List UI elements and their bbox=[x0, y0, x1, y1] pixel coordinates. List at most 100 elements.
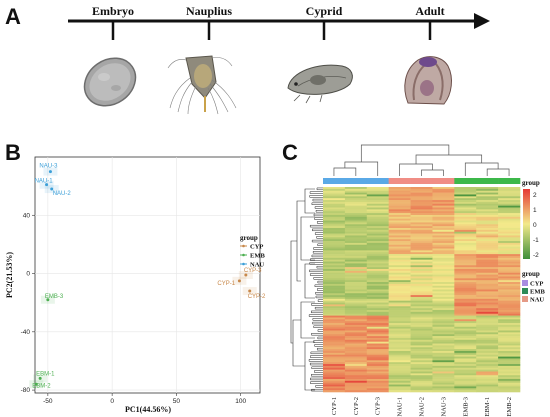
heatmap-cell bbox=[344, 263, 368, 266]
heatmap-cell bbox=[454, 358, 477, 361]
heatmap-cell bbox=[410, 235, 433, 238]
panel-letter-b: B bbox=[5, 140, 21, 165]
pca-legend-title: group bbox=[240, 234, 258, 242]
heatmap-cell bbox=[323, 196, 346, 199]
heatmap-cell bbox=[344, 214, 368, 218]
heatmap-cell bbox=[432, 360, 455, 363]
heatmap-cell bbox=[388, 248, 411, 251]
heatmap-cell bbox=[454, 187, 477, 190]
heatmap-cell bbox=[454, 330, 477, 333]
heatmap-cell bbox=[388, 205, 411, 208]
heatmap-cell bbox=[410, 367, 433, 370]
heatmap-cell bbox=[498, 295, 521, 298]
heatmap-cell bbox=[476, 298, 499, 301]
heatmap-cell bbox=[498, 341, 521, 344]
heatmap-cell bbox=[344, 222, 368, 225]
heatmap-cell bbox=[388, 228, 411, 231]
heatmap-cell bbox=[432, 332, 455, 335]
heatmap-cell bbox=[476, 231, 499, 234]
heatmap-cell bbox=[476, 263, 499, 266]
heatmap-cell bbox=[344, 345, 368, 348]
heatmap-cell bbox=[366, 354, 389, 357]
row-dendrogram-branch bbox=[314, 306, 323, 310]
heatmap-cell bbox=[323, 386, 346, 389]
row-dendrogram-branch bbox=[316, 236, 323, 239]
heatmap-cell bbox=[366, 231, 389, 234]
heatmap-cell bbox=[432, 228, 455, 231]
heatmap-cell bbox=[410, 386, 433, 389]
heatmap-cell bbox=[498, 226, 521, 229]
heatmap-cell bbox=[388, 261, 411, 264]
heatmap-cell bbox=[498, 382, 521, 385]
heatmap-cell bbox=[454, 360, 477, 363]
heatmap-cell bbox=[366, 269, 389, 272]
heatmap-cell bbox=[454, 196, 477, 199]
heatmap-cell bbox=[476, 233, 499, 236]
heatmap-cell bbox=[454, 352, 477, 356]
heatmap-cell bbox=[432, 306, 455, 309]
heatmap-cell bbox=[323, 380, 346, 383]
pca-x-axis-title: PC1(44.56%) bbox=[125, 405, 171, 414]
heatmap-cell bbox=[476, 360, 499, 363]
heatmap-cell bbox=[432, 211, 455, 214]
heatmap-cell bbox=[344, 354, 368, 357]
heatmap-cell bbox=[388, 250, 411, 253]
heatmap-cell bbox=[366, 364, 389, 367]
heatmap-column-label: EMB-3 bbox=[462, 397, 469, 417]
row-dendrogram-branch bbox=[314, 344, 323, 347]
heatmap-cell bbox=[344, 388, 368, 391]
row-dendrogram-branch bbox=[309, 224, 323, 228]
heatmap-cell bbox=[323, 239, 346, 242]
heatmap-cell bbox=[432, 324, 455, 328]
heatmap-cell bbox=[410, 317, 433, 320]
heatmap-cell bbox=[498, 330, 521, 333]
heatmap-cell bbox=[432, 214, 455, 218]
heatmap-cell bbox=[410, 237, 433, 240]
heatmap-cell bbox=[454, 222, 477, 225]
heatmap-cell bbox=[476, 203, 499, 206]
heatmap-cell bbox=[323, 255, 346, 259]
heatmap-cell bbox=[410, 263, 433, 266]
heatmap-cell bbox=[476, 259, 499, 262]
heatmap-cell bbox=[476, 313, 499, 316]
row-dendrogram-branch bbox=[300, 216, 315, 261]
heatmap-cell bbox=[323, 326, 346, 329]
pca-point-nau-3 bbox=[48, 170, 52, 174]
heatmap-cell bbox=[323, 272, 346, 275]
heatmap-cell bbox=[410, 205, 433, 208]
heatmap-cell bbox=[476, 347, 499, 350]
heatmap-cell bbox=[366, 384, 389, 387]
pca-point-label: CYP-3 bbox=[244, 268, 262, 274]
heatmap-cell bbox=[323, 302, 346, 305]
heatmap-cell bbox=[323, 220, 346, 223]
heatmap-cell bbox=[366, 287, 389, 290]
heatmap-cell bbox=[476, 300, 499, 303]
row-dendrogram-branch bbox=[312, 228, 323, 232]
heatmap-cell bbox=[366, 356, 389, 359]
heatmap-cell bbox=[388, 337, 411, 341]
heatmap-cell bbox=[432, 377, 455, 380]
heatmap-cell bbox=[344, 351, 368, 354]
pca-x-tick-label: -50 bbox=[43, 398, 53, 405]
pca-point-label: EBM-1 bbox=[36, 371, 55, 377]
heatmap-cell bbox=[432, 205, 455, 208]
heatmap-cell bbox=[344, 272, 368, 275]
heatmap-cell bbox=[432, 250, 455, 253]
heatmap-cell bbox=[454, 248, 477, 251]
heatmap-cell bbox=[366, 304, 389, 307]
heatmap-cell bbox=[366, 265, 389, 268]
heatmap-cell bbox=[476, 390, 499, 393]
heatmap-cell bbox=[344, 269, 368, 272]
heatmap-cell bbox=[476, 296, 499, 300]
heatmap-cell bbox=[476, 228, 499, 231]
heatmap-cell bbox=[454, 382, 477, 385]
heatmap-cell bbox=[432, 244, 455, 247]
heatmap-cell bbox=[323, 250, 346, 253]
heatmap-cell bbox=[410, 222, 433, 225]
heatmap-cell bbox=[410, 293, 433, 296]
heatmap-cell bbox=[454, 267, 477, 270]
heatmap-cell bbox=[432, 311, 455, 315]
heatmap-cell bbox=[498, 378, 521, 382]
heatmap-cell bbox=[323, 200, 346, 203]
heatmap-cell bbox=[323, 235, 346, 238]
